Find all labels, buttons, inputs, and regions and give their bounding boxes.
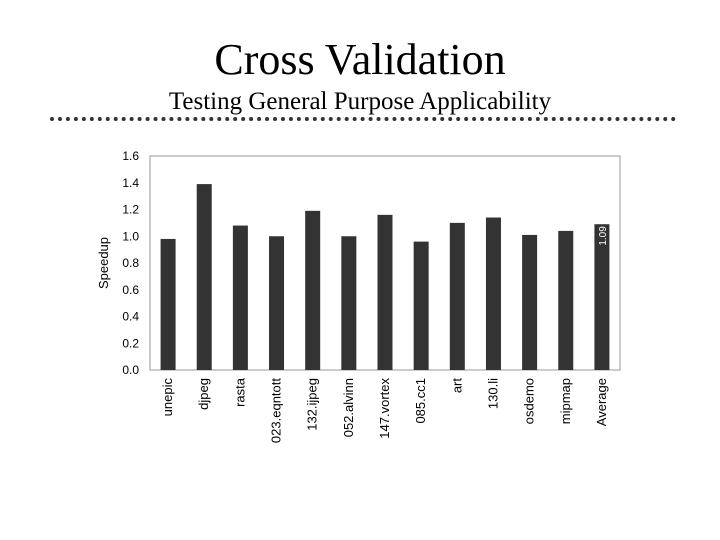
bar-132.ijpeg xyxy=(305,210,321,370)
y-tick-label: 1.0 xyxy=(122,229,139,243)
bar-147.vortex xyxy=(377,214,393,370)
x-tick-label: 052.alvinn xyxy=(341,378,356,437)
x-tick-label: art xyxy=(449,378,464,394)
bar-052.alvinn xyxy=(341,236,357,370)
x-tick-label: djpeg xyxy=(196,378,211,410)
x-tick-label: osdemo xyxy=(522,378,537,424)
x-tick-label: Average xyxy=(594,378,609,426)
y-tick-label: 0.6 xyxy=(122,283,139,297)
y-tick-label: 0.8 xyxy=(122,256,139,270)
bar-Average xyxy=(594,224,610,370)
bars xyxy=(160,184,610,370)
x-axis-labels: unepic djpeg rasta 023.eqntott 132.ijpeg 052.… xyxy=(160,377,609,443)
x-tick-label: unepic xyxy=(160,378,175,417)
x-tick-label: 130.li xyxy=(485,378,500,409)
bar-085.cc1 xyxy=(413,241,429,370)
x-tick-label: 085.cc1 xyxy=(413,378,428,424)
slide-subtitle: Testing General Purpose Applicability xyxy=(168,88,552,115)
x-tick-label: 147.vortex xyxy=(377,378,392,439)
y-axis-label: Speedup xyxy=(96,237,111,289)
bar-osdemo xyxy=(522,234,538,370)
y-tick-label: 1.2 xyxy=(122,203,139,217)
bar-djpeg xyxy=(196,184,212,370)
y-tick-label: 1.6 xyxy=(122,149,139,163)
x-tick-label: 132.ijpeg xyxy=(305,378,320,431)
bar-rasta xyxy=(232,225,248,370)
y-tick-label: 1.4 xyxy=(122,176,139,190)
dotted-divider xyxy=(50,117,676,121)
y-tick-label: 0.2 xyxy=(122,336,139,350)
y-axis-ticks: 0.0 0.2 0.4 0.6 0.8 1.0 1.2 1.4 1.6 xyxy=(122,149,139,377)
y-tick-label: 0.4 xyxy=(122,310,139,324)
bar-130.li xyxy=(485,217,501,370)
data-label-Average: 1.09 xyxy=(598,226,609,246)
bar-art xyxy=(449,222,465,370)
bar-023.eqntott xyxy=(269,236,285,370)
x-tick-label: mipmap xyxy=(558,378,573,424)
x-tick-label: rasta xyxy=(232,377,247,407)
data-labels: 1.09 xyxy=(598,226,609,246)
slide-title: Cross Validation xyxy=(214,35,506,84)
y-tick-label: 0.0 xyxy=(122,363,139,377)
bar-mipmap xyxy=(558,230,574,370)
bar-unepic xyxy=(160,238,176,370)
x-tick-label: 023.eqntott xyxy=(269,378,284,443)
